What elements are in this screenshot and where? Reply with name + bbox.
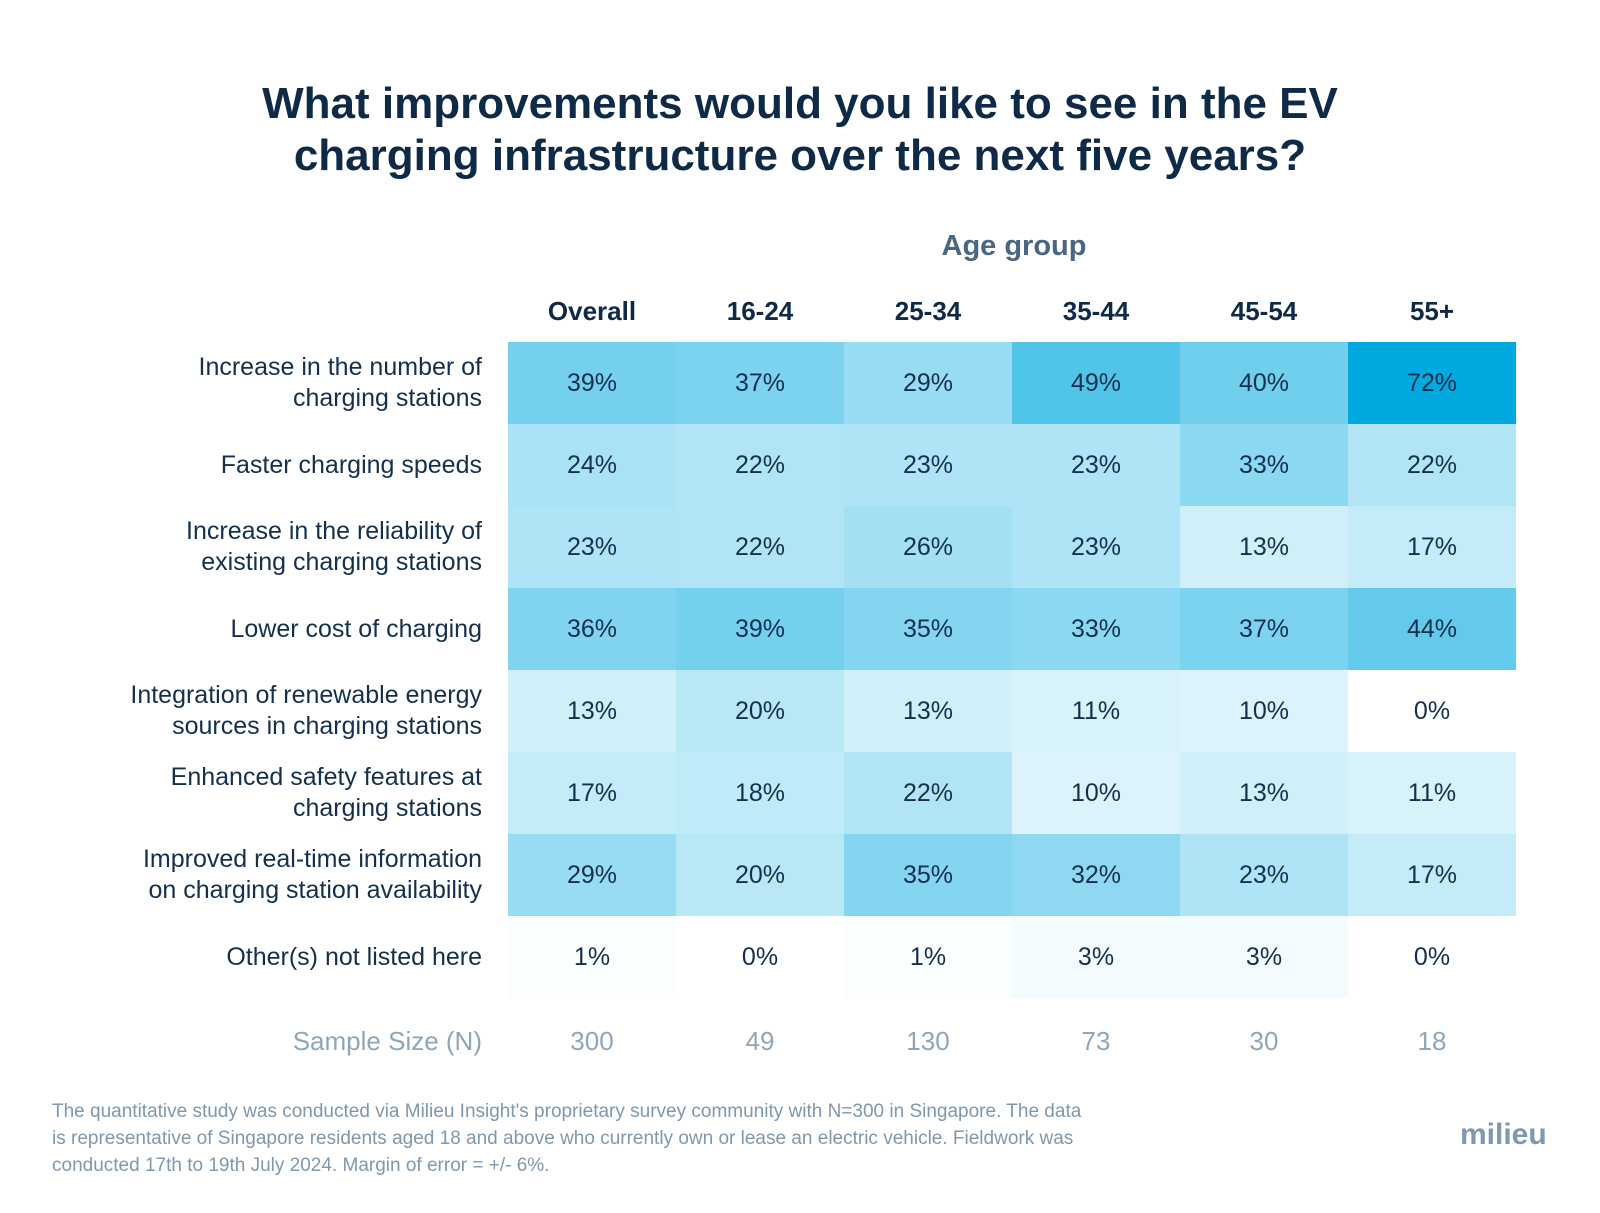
footnote-line-3: conducted 17th to 19th July 2024. Margin… xyxy=(52,1155,550,1176)
row-label-line: on charging station availability xyxy=(148,876,482,904)
row-label: Faster charging speeds xyxy=(40,424,482,506)
heatmap-cell: 17% xyxy=(508,752,676,834)
row-label: Integration of renewable energy sources i… xyxy=(40,670,482,752)
heatmap-cell: 1% xyxy=(508,916,676,998)
heatmap-cell: 26% xyxy=(844,506,1012,588)
heatmap-cell: 23% xyxy=(508,506,676,588)
heatmap-cell: 11% xyxy=(1012,670,1180,752)
row-label-line: Increase in the number of xyxy=(198,353,483,381)
heatmap-cell: 23% xyxy=(844,424,1012,506)
column-header: 45-54 xyxy=(1230,296,1298,326)
column-header: 25-34 xyxy=(894,296,962,326)
heatmap-cell: 29% xyxy=(844,342,1012,424)
row-label-line: existing charging stations xyxy=(201,548,482,576)
row-label-line: Faster charging speeds xyxy=(220,450,482,479)
heatmap-cell: 22% xyxy=(676,506,844,588)
chart-title-line-1: What improvements would you like to see … xyxy=(262,79,1338,128)
heatmap-cell: 36% xyxy=(508,588,676,670)
row-label-line: Lower cost of charging xyxy=(230,614,482,643)
row-label-line: charging stations xyxy=(292,384,482,412)
row-label: Enhanced safety features at charging stat… xyxy=(40,752,482,834)
heatmap-cell: 37% xyxy=(676,342,844,424)
milieu-logo: milieu xyxy=(1460,1118,1547,1151)
heatmap-cell: 3% xyxy=(1012,916,1180,998)
heatmap-cell: 20% xyxy=(676,834,844,916)
sample-size-value: 300 xyxy=(570,1026,614,1056)
row-label: Other(s) not listed here xyxy=(40,916,482,998)
heatmap-cell: 10% xyxy=(1180,670,1348,752)
heatmap-cell: 1% xyxy=(844,916,1012,998)
footnote-line-1: The quantitative study was conducted via… xyxy=(52,1101,1082,1122)
row-label: Lower cost of charging xyxy=(40,588,482,670)
heatmap-cell: 18% xyxy=(676,752,844,834)
heatmap-cell: 37% xyxy=(1180,588,1348,670)
heatmap-cell: 22% xyxy=(1348,424,1516,506)
heatmap-cell: 72% xyxy=(1348,342,1516,424)
chart-title: What improvements would you like to see … xyxy=(0,78,1600,182)
column-group-label: Age group xyxy=(941,230,1087,262)
heatmap-cell: 13% xyxy=(508,670,676,752)
sample-size-label: Sample Size (N) xyxy=(292,1026,482,1056)
row-label-line: charging stations xyxy=(292,794,482,822)
heatmap-cell: 40% xyxy=(1180,342,1348,424)
heatmap-cell: 39% xyxy=(676,588,844,670)
row-label-line: sources in charging stations xyxy=(172,712,482,740)
row-label: Increase in the number of charging statio… xyxy=(40,342,483,424)
row-label-line: Other(s) not listed here xyxy=(226,942,482,971)
heatmap-cell: 23% xyxy=(1012,424,1180,506)
heatmap-cell: 13% xyxy=(1180,506,1348,588)
sample-size-value: 18 xyxy=(1417,1026,1447,1056)
column-header: Overall xyxy=(547,296,637,326)
chart-title-line-2: charging infrastructure over the next fi… xyxy=(293,131,1307,180)
heatmap-cell: 24% xyxy=(508,424,676,506)
row-label-line: Integration of renewable energy xyxy=(130,681,482,709)
heatmap-cell: 0% xyxy=(1348,916,1516,998)
column-header: 16-24 xyxy=(726,296,794,326)
sample-size-value: 30 xyxy=(1249,1026,1279,1056)
heatmap-cell: 49% xyxy=(1012,342,1180,424)
heatmap-cell: 0% xyxy=(676,916,844,998)
column-header: 35-44 xyxy=(1062,296,1130,326)
row-label-line: Increase in the reliability of xyxy=(186,517,482,545)
heatmap-cell: 11% xyxy=(1348,752,1516,834)
heatmap-cell: 22% xyxy=(844,752,1012,834)
heatmap-cell: 23% xyxy=(1180,834,1348,916)
heatmap-cell: 22% xyxy=(676,424,844,506)
heatmap-cell: 17% xyxy=(1348,834,1516,916)
heatmap-cell: 29% xyxy=(508,834,676,916)
heatmap-cell: 33% xyxy=(1180,424,1348,506)
heatmap-cell: 35% xyxy=(844,834,1012,916)
heatmap-cell: 3% xyxy=(1180,916,1348,998)
heatmap-cell: 32% xyxy=(1012,834,1180,916)
row-label-line: Improved real-time information xyxy=(142,845,482,873)
footnote-line-2: is representative of Singapore residents… xyxy=(52,1128,1074,1149)
column-header: 55+ xyxy=(1409,296,1455,326)
heatmap-cell: 39% xyxy=(508,342,676,424)
heatmap-cell: 44% xyxy=(1348,588,1516,670)
heatmap-cell: 23% xyxy=(1012,506,1180,588)
row-label-line: Enhanced safety features at xyxy=(170,763,482,791)
row-label: Improved real-time information on chargin… xyxy=(40,834,482,916)
sample-size-value: 73 xyxy=(1081,1026,1111,1056)
sample-size-value: 130 xyxy=(906,1026,950,1056)
heatmap-cell: 0% xyxy=(1348,670,1516,752)
sample-size-value: 49 xyxy=(745,1026,775,1056)
heatmap-cell: 20% xyxy=(676,670,844,752)
heatmap-cell: 13% xyxy=(1180,752,1348,834)
row-label: Increase in the reliability of existing c… xyxy=(40,506,482,588)
heatmap-cell: 17% xyxy=(1348,506,1516,588)
heatmap-cell: 13% xyxy=(844,670,1012,752)
heatmap-cell: 10% xyxy=(1012,752,1180,834)
heatmap-cell: 35% xyxy=(844,588,1012,670)
heatmap-cell: 33% xyxy=(1012,588,1180,670)
methodology-footnote: The quantitative study was conducted via… xyxy=(52,1098,1292,1179)
